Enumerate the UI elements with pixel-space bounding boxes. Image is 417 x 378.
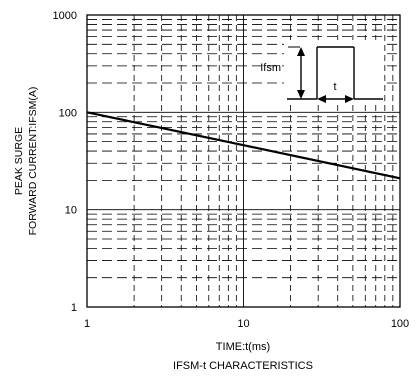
inset-ifsm-arrow-up-head (297, 47, 305, 56)
y-tick-label: 1 (71, 302, 77, 314)
y-tick-label: 10 (65, 205, 77, 217)
inset-t-arrow-right-head (345, 95, 354, 103)
y-axis-label-line-2: FORWARD CURRENT:IFSM(A) (27, 87, 39, 236)
chart-title: IFSM-t CHARACTERISTICS (173, 360, 313, 372)
x-tick-label: 100 (391, 318, 409, 330)
tick-labels: 1 10 100 1 10 100 1000 (53, 10, 410, 330)
inset-t-label: t (333, 81, 336, 93)
series-layer (86, 111, 401, 180)
y-axis-label-line-1: PEAK SURGE (13, 127, 25, 195)
plot-frame (86, 14, 401, 308)
y-tick-label: 100 (59, 107, 77, 119)
x-tick-label: 10 (237, 318, 249, 330)
x-axis-label: TIME:t(ms) (216, 341, 270, 353)
x-tick-label: 1 (84, 318, 90, 330)
inset-ifsm-label: Ifsm (260, 62, 281, 74)
pulse-inset: Ifsm t (260, 40, 384, 104)
grid (87, 15, 400, 307)
series-line-0 (86, 111, 401, 180)
inset-t-arrow-left-head (317, 95, 326, 103)
inset-ifsm-arrow-down-head (297, 90, 305, 99)
y-tick-label: 1000 (53, 10, 77, 22)
